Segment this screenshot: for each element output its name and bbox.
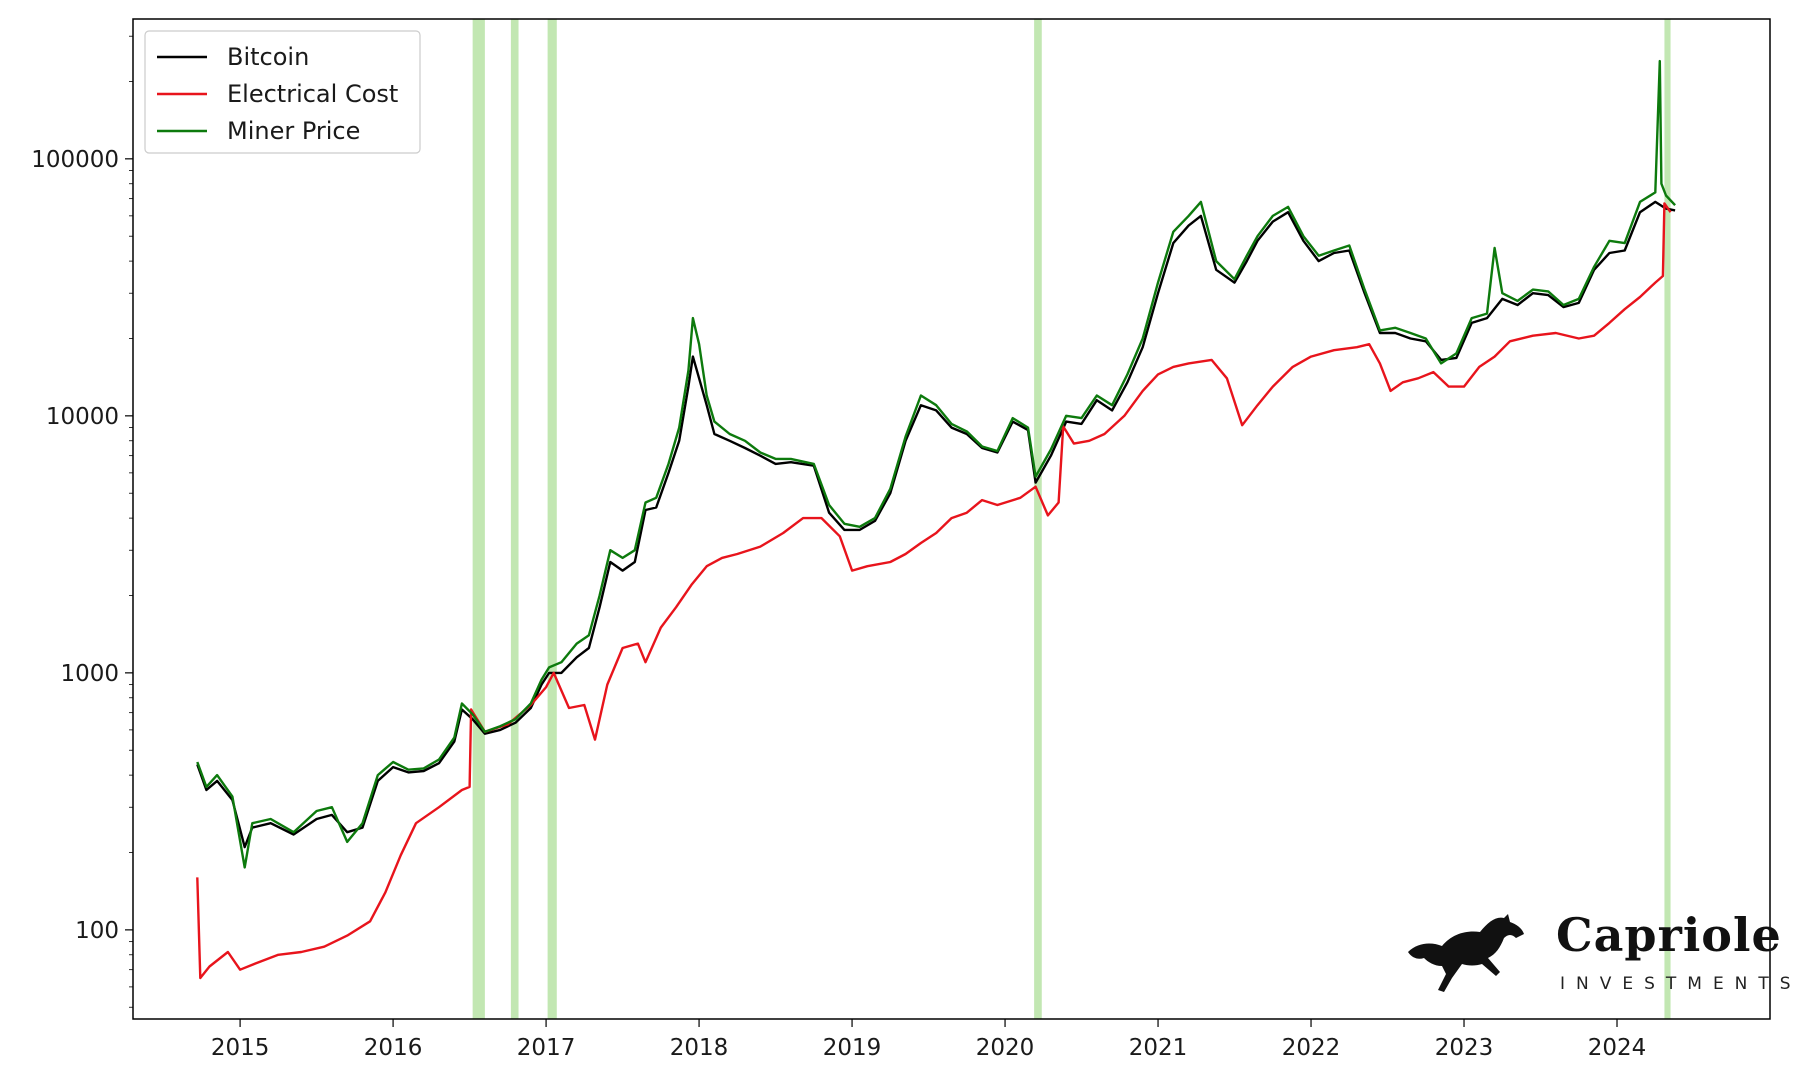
x-tick-label-2021: 2021 bbox=[1129, 1035, 1188, 1061]
series-line-bitcoin bbox=[196, 200, 1676, 849]
x-tick-label-2024: 2024 bbox=[1588, 1035, 1647, 1061]
legend-label-electrical-cost: Electrical Cost bbox=[227, 80, 398, 108]
highlight-band-0 bbox=[472, 19, 485, 1019]
legend-label-miner-price: Miner Price bbox=[227, 117, 360, 145]
watermark-brand: Capriole bbox=[1556, 908, 1782, 962]
x-tick-label-2023: 2023 bbox=[1435, 1035, 1494, 1061]
series-layer bbox=[196, 59, 1676, 980]
series-line-electrical-cost bbox=[196, 202, 1672, 980]
legend: Bitcoin Electrical Cost Miner Price bbox=[144, 30, 421, 154]
x-tick-label-2019: 2019 bbox=[823, 1035, 882, 1061]
plot-frame bbox=[132, 18, 1771, 1020]
legend-label-bitcoin: Bitcoin bbox=[227, 43, 309, 71]
y-tick-label-1000: 1000 bbox=[60, 661, 119, 687]
highlight-band-2 bbox=[547, 19, 557, 1019]
horse-icon bbox=[1408, 914, 1524, 992]
x-tick-label-2017: 2017 bbox=[517, 1035, 576, 1061]
x-axis: 2015 2016 2017 2018 2019 2020 2021 2022 2023 2024 bbox=[211, 1019, 1646, 1061]
y-axis: 100 1000 10000 100000 bbox=[31, 35, 133, 1008]
highlight-band-4 bbox=[1664, 19, 1671, 1019]
y-tick-label-10000: 10000 bbox=[46, 404, 119, 430]
y-tick-label-100000: 100000 bbox=[31, 147, 119, 173]
watermark-tagline: INVESTMENTS bbox=[1560, 974, 1802, 994]
highlight-band-3 bbox=[1034, 19, 1042, 1019]
x-tick-label-2020: 2020 bbox=[976, 1035, 1035, 1061]
x-tick-label-2018: 2018 bbox=[670, 1035, 729, 1061]
x-tick-label-2016: 2016 bbox=[364, 1035, 423, 1061]
legend-box bbox=[144, 30, 421, 154]
highlight-bands bbox=[472, 19, 1671, 1019]
x-tick-label-2022: 2022 bbox=[1282, 1035, 1341, 1061]
highlight-band-1 bbox=[510, 19, 519, 1019]
series-line-miner-price bbox=[196, 59, 1676, 869]
y-tick-label-100: 100 bbox=[75, 918, 119, 944]
x-tick-label-2015: 2015 bbox=[211, 1035, 270, 1061]
